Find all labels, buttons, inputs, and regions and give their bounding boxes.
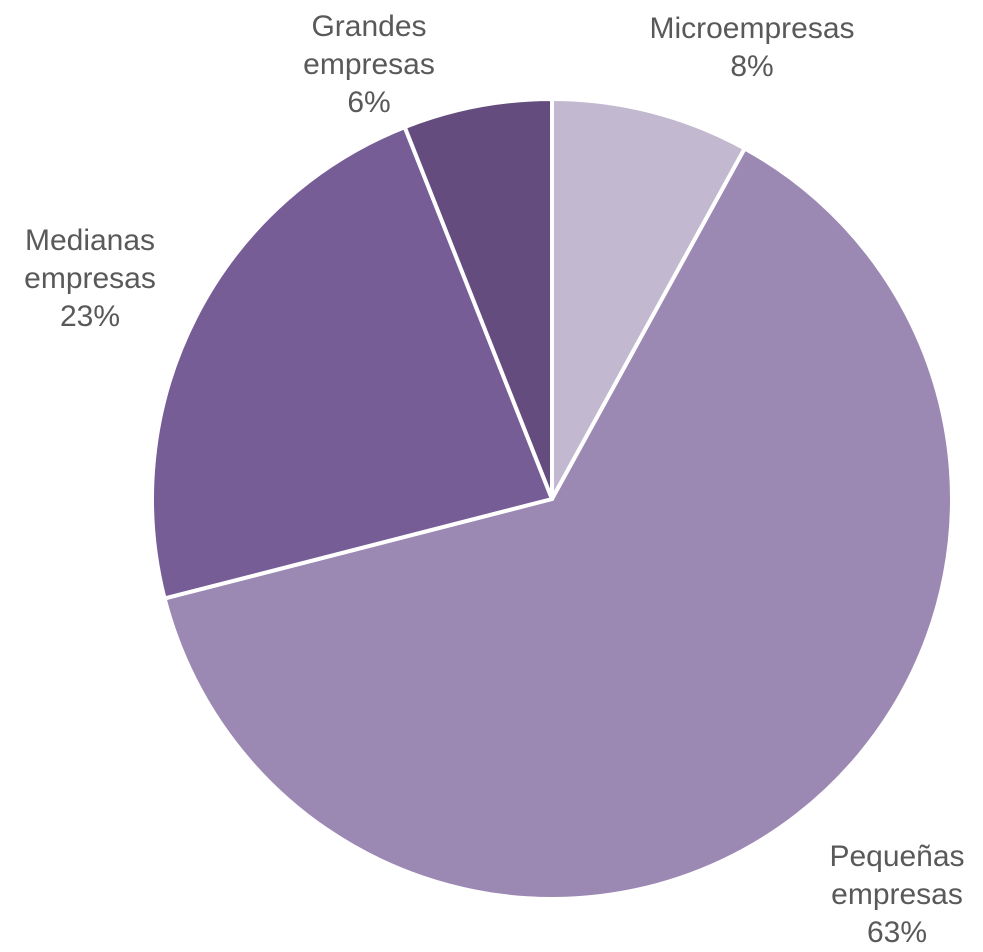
slice-name-line-2-0: Medianas bbox=[25, 224, 155, 257]
slice-percent-1: 63% bbox=[867, 916, 927, 949]
slice-name-line-1-1: empresas bbox=[831, 878, 963, 911]
slice-name-line-3-0: Grandes bbox=[311, 10, 426, 43]
pie-slices bbox=[150, 97, 955, 902]
slice-name-line-2-1: empresas bbox=[24, 262, 156, 295]
slice-name-line-1-0: Pequeñas bbox=[829, 840, 964, 873]
pie-labels: Microempresas 8% Pequeñas empresas 63% Median… bbox=[24, 10, 964, 949]
slice-percent-2: 23% bbox=[60, 300, 120, 333]
pie-slice-1 bbox=[162, 146, 955, 902]
slice-label-0: Microempresas 8% bbox=[649, 12, 854, 83]
slice-label-1: Pequeñas empresas 63% bbox=[829, 840, 964, 949]
pie-slice-0 bbox=[550, 97, 747, 501]
slice-percent-3: 6% bbox=[347, 86, 390, 119]
pie-slice-3 bbox=[402, 97, 554, 501]
slice-label-3: Grandes empresas 6% bbox=[303, 10, 435, 119]
slice-label-2: Medianas empresas 23% bbox=[24, 224, 156, 333]
slice-name-line-0-0: Microempresas bbox=[649, 12, 854, 45]
slice-name-line-3-1: empresas bbox=[303, 48, 435, 81]
slice-percent-0: 8% bbox=[730, 50, 773, 83]
pie-slice-2 bbox=[150, 125, 554, 601]
